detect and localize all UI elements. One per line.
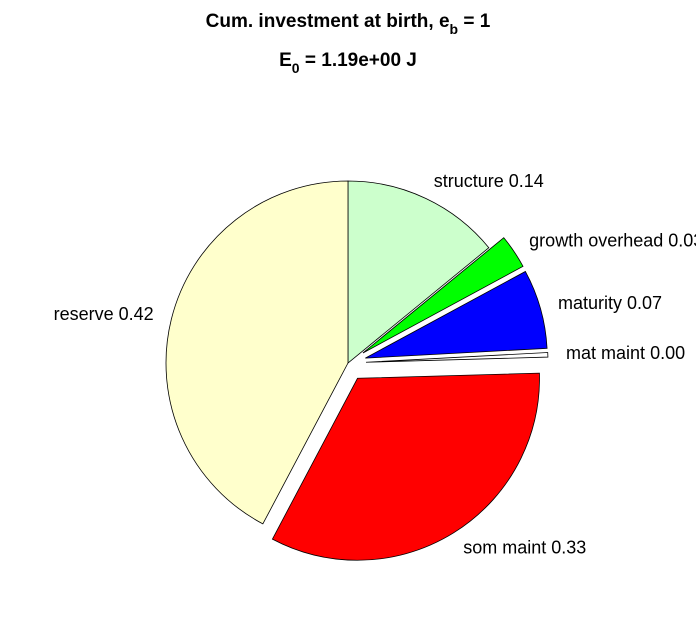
slice-label: growth overhead 0.03: [529, 230, 696, 250]
slice-label: som maint 0.33: [463, 537, 586, 557]
pie-slice: [347, 180, 490, 364]
pie-slice: [365, 270, 548, 359]
slice-name: growth overhead: [529, 230, 663, 250]
pie-slice: [362, 237, 524, 354]
slice-label: mat maint 0.00: [566, 343, 685, 363]
slice-value: 0.07: [627, 293, 662, 313]
slice-value: 0.03: [668, 230, 696, 250]
slice-name: structure: [434, 171, 504, 191]
slice-label: maturity 0.07: [558, 293, 662, 313]
pie-slice: [165, 180, 349, 525]
pie-slice: [365, 352, 549, 363]
subtitle-subscript: 0: [292, 60, 300, 76]
slice-name: mat maint: [566, 343, 645, 363]
title-part: Cum. investment at birth, e: [206, 11, 450, 32]
chart-title: Cum. investment at birth, eb = 1: [206, 11, 491, 37]
slice-name: som maint: [463, 537, 546, 557]
chart-subtitle: E0 = 1.19e+00 J: [279, 50, 417, 76]
subtitle-part: E: [279, 50, 292, 71]
slice-name: maturity: [558, 293, 622, 313]
subtitle-part: = 1.19e+00 J: [300, 50, 417, 71]
slice-value: 0.42: [119, 304, 154, 324]
title-subscript: b: [450, 21, 459, 37]
slice-name: reserve: [54, 304, 114, 324]
title-part: = 1: [458, 11, 491, 32]
slice-value: 0.33: [551, 537, 586, 557]
slice-label: reserve 0.42: [54, 304, 154, 324]
slice-value: 0.00: [650, 343, 685, 363]
slice-value: 0.14: [509, 171, 544, 191]
pie-slice: [271, 372, 540, 561]
slice-label: structure 0.14: [434, 171, 544, 191]
